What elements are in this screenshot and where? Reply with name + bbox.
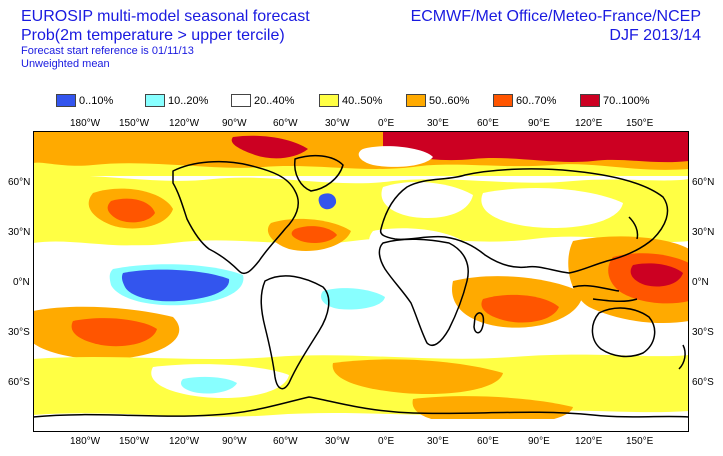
lon-label-180w: 180°W [70,118,101,129]
legend-label: 40..50% [342,95,383,107]
south-pacific-red [71,318,157,347]
north-atlantic-red [291,226,337,243]
southern-ocean-orange [332,359,503,395]
lat-label-0n: 0°N [692,277,709,288]
south-america-coast [260,275,330,390]
centres-label: ECMWF/Met Office/Meteo-France/NCEP [410,8,701,25]
top-longitude-labels: 180°W 150°W 120°W 90°W 60°W 30°W 0°E 30°… [0,118,723,130]
lon-label-90e: 90°E [528,436,550,447]
north-pacific-red [107,198,155,223]
probability-map [33,131,689,432]
madagascar-coast [473,312,485,334]
legend-swatch [580,94,600,107]
lon-label-90e: 90°E [528,118,550,129]
title-block-right: ECMWF/Met Office/Meteo-France/NCEP DJF 2… [411,7,701,45]
eurasia-coast [379,168,669,274]
lat-label-30n: 30°N [8,227,31,238]
map-subtitle: Prob(2m temperature > upper tercile) [21,27,285,44]
bottom-longitude-labels: 180°W 150°W 120°W 90°W 60°W 30°W 0°E 30°… [0,436,723,448]
south-pacific-lightblue [180,376,237,394]
antarctic-orange [412,396,573,426]
legend-swatch [56,94,76,107]
lon-label-150w: 150°W [119,436,150,447]
lon-label-150e: 150°E [626,436,654,447]
lon-label-60w: 60°W [273,436,298,447]
canada-red [231,135,308,159]
lon-label-150w: 150°W [119,118,150,129]
lat-label-60s: 60°S [8,377,30,388]
lat-label-30s: 30°S [692,327,714,338]
map-title: EUROSIP multi-model seasonal forecast [21,8,310,25]
left-latitude-labels: 60°N 30°N 0°N 30°S 60°S [0,0,33,456]
forecast-start-reference: Forecast start reference is 01/11/13 [21,45,194,57]
lat-label-30n: 30°N [692,227,715,238]
indian-ocean-red [481,294,559,323]
legend-swatch [319,94,339,107]
coastlines [33,154,689,418]
legend-label: 10..20% [168,95,209,107]
lon-label-0e: 0°E [378,436,395,447]
lat-label-0n: 0°N [13,277,30,288]
lon-label-120e: 120°E [575,436,603,447]
legend-label: 50..60% [429,95,470,107]
season-label: DJF 2013/14 [609,27,701,44]
legend-swatch [145,94,165,107]
legend-swatch [231,94,251,107]
lat-label-60n: 60°N [692,177,715,188]
lon-label-120w: 120°W [169,436,200,447]
legend-label: 0..10% [79,95,114,107]
legend-label: 20..40% [254,95,295,107]
lon-label-60w: 60°W [273,118,298,129]
lon-label-90w: 90°W [222,118,247,129]
arctic-white-patch [358,146,433,167]
asia-white [481,188,623,228]
lon-label-60e: 60°E [477,118,499,129]
lon-label-180w: 180°W [70,436,101,447]
lon-label-30w: 30°W [325,118,350,129]
new-zealand-coast [678,344,686,370]
antarctica-white [33,419,689,432]
lon-label-150e: 150°E [626,118,654,129]
legend-label: 60..70% [516,95,557,107]
australia-coast [591,307,656,358]
japan-coast [628,216,639,240]
lon-label-30e: 30°E [427,436,449,447]
lon-label-60e: 60°E [477,436,499,447]
greenland-coast [293,154,344,192]
antarctica-coast [33,396,689,418]
west-pacific-darkred [630,263,683,287]
legend-label: 70..100% [603,95,650,107]
map-frame [33,131,689,432]
lon-label-30w: 30°W [325,436,350,447]
siberia-red [383,131,689,163]
lon-label-30e: 30°E [427,118,449,129]
tropical-pacific-blue [121,269,230,302]
right-latitude-labels: 60°N 30°N 0°N 30°S 60°S [689,0,723,456]
lon-label-0e: 0°E [378,118,395,129]
south-atlantic-lightblue [320,288,385,310]
lon-label-120e: 120°E [575,118,603,129]
lat-label-60n: 60°N [8,177,31,188]
africa-coast [378,238,469,347]
legend-swatch [493,94,513,107]
north-america-coast [172,160,299,275]
lon-label-120w: 120°W [169,118,200,129]
title-block-left: EUROSIP multi-model seasonal forecast Pr… [21,7,310,71]
lon-label-90w: 90°W [222,436,247,447]
greenland-blue [318,193,337,210]
legend-swatch [406,94,426,107]
lat-label-60s: 60°S [692,377,714,388]
europe-white [381,181,473,219]
lat-label-30s: 30°S [8,327,30,338]
weighting-note: Unweighted mean [21,58,110,70]
indonesia-coast [572,284,638,303]
